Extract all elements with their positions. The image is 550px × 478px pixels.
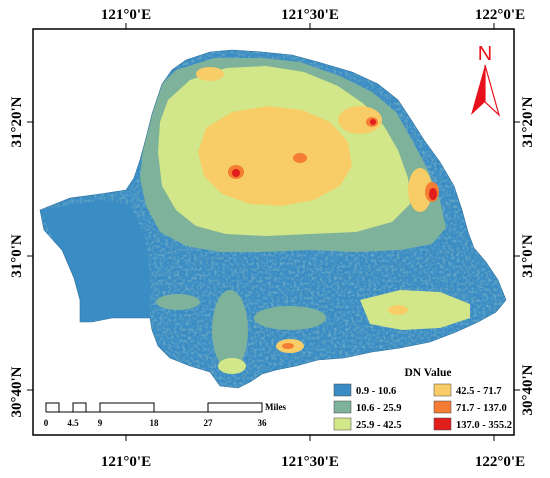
land-outline	[39, 49, 507, 389]
scale-label: 4.5	[67, 418, 79, 428]
scale-label: 9	[98, 418, 103, 428]
zone-high	[293, 153, 307, 163]
right-tick-label: 31°0'N	[520, 234, 536, 278]
scale-unit: Miles	[265, 402, 286, 412]
zone-low-medium	[254, 306, 326, 330]
legend: DN Value 0.9 - 10.6 10.6 - 25.9 25.9 - 42.…	[333, 367, 512, 431]
zone-very-high	[232, 169, 240, 177]
legend-swatch	[333, 383, 352, 397]
zone-low-medium	[212, 290, 248, 370]
tick-marks	[27, 23, 520, 441]
north-arrow-left-half	[471, 65, 485, 115]
zone-high	[282, 343, 294, 349]
zone-low-medium	[156, 294, 200, 310]
bottom-tick-label: 121°0'E	[101, 454, 151, 470]
scale-label: 36	[258, 418, 268, 428]
top-tick-label: 121°0'E	[101, 7, 151, 23]
scale-label: 0	[44, 418, 49, 428]
zone-medium-high	[196, 67, 224, 81]
zone-very-high	[429, 188, 437, 200]
legend-label: 137.0 - 355.2	[456, 420, 512, 431]
legend-swatch	[433, 417, 452, 431]
zone-very-high	[370, 119, 376, 125]
legend-title: DN Value	[405, 367, 452, 379]
legend-swatch	[433, 383, 452, 397]
zone-medium	[360, 290, 470, 330]
north-arrow-icon: N	[471, 43, 501, 117]
legend-swatch	[433, 400, 452, 414]
top-tick-label: 121°30'E	[281, 7, 339, 23]
right-tick-label: 30°40'N	[520, 364, 536, 415]
zone-medium-high	[388, 305, 408, 315]
zone-medium-high	[408, 168, 432, 212]
zone-medium-high	[338, 106, 382, 134]
legend-label: 10.6 - 25.9	[356, 403, 402, 414]
legend-label: 0.9 - 10.6	[356, 386, 396, 397]
right-tick-label: 31°20'N	[520, 96, 536, 147]
scale-label: 18	[150, 418, 160, 428]
zone-low	[40, 200, 150, 322]
left-tick-label: 31°20'N	[9, 96, 25, 147]
bottom-tick-label: 122°0'E	[475, 454, 525, 470]
top-tick-label: 122°0'E	[475, 7, 525, 23]
legend-swatch	[333, 417, 352, 431]
north-arrow-right-half	[484, 64, 501, 117]
north-arrow-label: N	[478, 43, 492, 65]
dn-raster	[39, 49, 507, 389]
left-tick-label: 30°40'N	[9, 366, 25, 417]
legend-swatch	[333, 400, 352, 414]
bottom-tick-label: 121°30'E	[281, 454, 339, 470]
legend-label: 25.9 - 42.5	[356, 420, 402, 431]
scale-bar	[45, 402, 263, 413]
scale-label: 27	[204, 418, 214, 428]
zone-medium-high	[198, 106, 352, 206]
legend-label: 42.5 - 71.7	[456, 386, 502, 397]
left-tick-label: 31°0'N	[9, 234, 25, 278]
zone-medium	[218, 358, 246, 374]
legend-label: 71.7 - 137.0	[456, 403, 507, 414]
